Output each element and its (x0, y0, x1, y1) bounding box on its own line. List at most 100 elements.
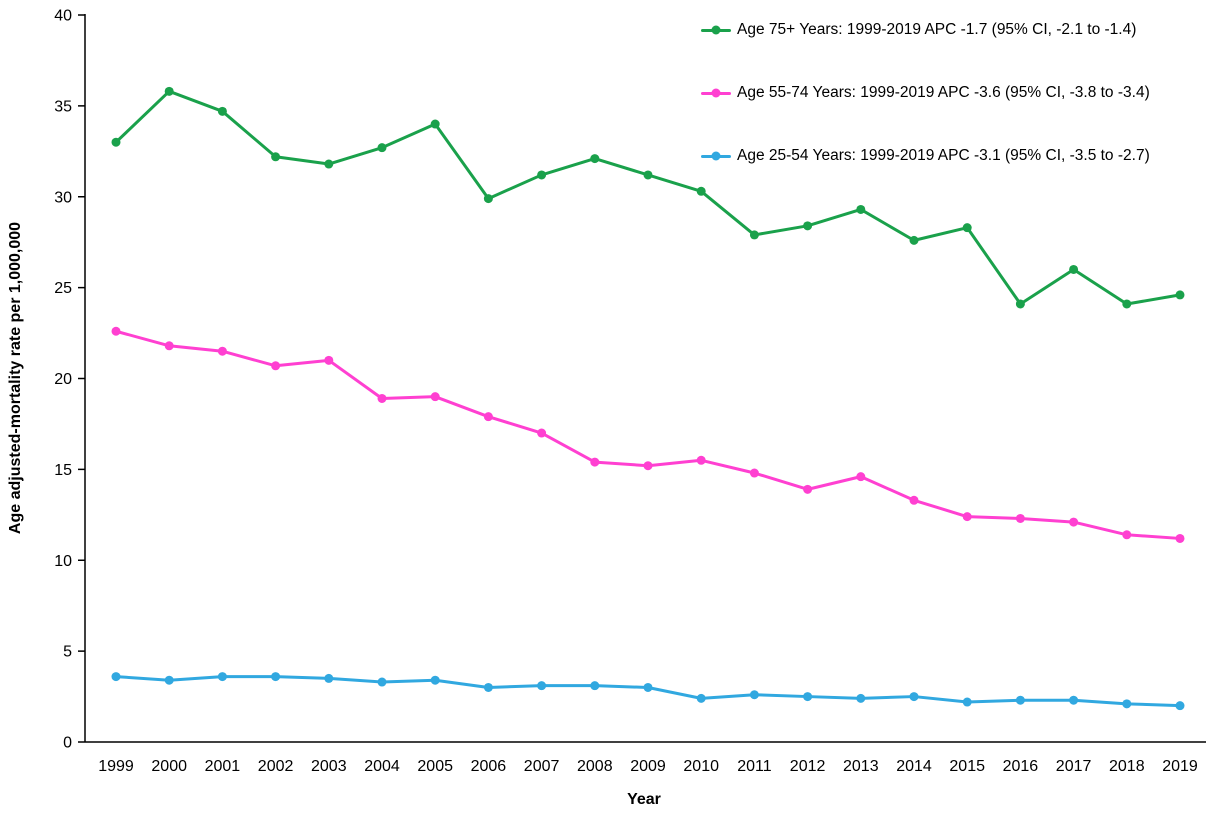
data-point-age-55-74 (271, 361, 281, 371)
x-tick-label: 2000 (151, 758, 187, 775)
x-tick-label: 2004 (364, 758, 400, 775)
legend-label: Age 25-54 Years: 1999-2019 APC -3.1 (95%… (737, 147, 1150, 164)
data-point-age-25-54 (537, 681, 547, 691)
data-point-age-75plus (749, 230, 759, 240)
data-point-age-55-74 (111, 326, 121, 336)
x-tick-label: 2010 (683, 758, 719, 775)
data-point-age-75plus (324, 159, 334, 169)
data-point-age-25-54 (377, 677, 387, 687)
data-point-age-25-54 (696, 693, 706, 703)
data-point-age-55-74 (1122, 530, 1132, 540)
data-point-age-25-54 (1015, 695, 1025, 705)
data-point-age-75plus (271, 152, 281, 162)
x-tick-label: 2009 (630, 758, 666, 775)
data-point-age-75plus (590, 154, 600, 164)
data-point-age-55-74 (856, 472, 866, 482)
data-point-age-55-74 (803, 484, 813, 494)
data-point-age-75plus (1069, 264, 1079, 274)
x-tick-label: 2019 (1162, 758, 1198, 775)
data-point-age-75plus (164, 86, 174, 96)
legend-marker-line (701, 88, 731, 98)
x-tick-label: 2001 (205, 758, 241, 775)
legend-marker-dot (711, 88, 721, 98)
x-tick-label: 2016 (1003, 758, 1039, 775)
data-point-age-55-74 (164, 341, 174, 351)
data-point-age-55-74 (217, 346, 227, 356)
data-point-age-25-54 (962, 697, 972, 707)
data-point-age-75plus (696, 186, 706, 196)
data-point-age-75plus (111, 137, 121, 147)
data-point-age-55-74 (377, 393, 387, 403)
x-tick-label: 2014 (896, 758, 932, 775)
data-point-age-25-54 (217, 672, 227, 682)
data-point-age-75plus (1122, 299, 1132, 309)
y-tick-label: 40 (54, 8, 72, 25)
data-point-age-75plus (430, 119, 440, 129)
data-point-age-75plus (377, 143, 387, 153)
x-tick-label: 1999 (98, 758, 134, 775)
data-point-age-55-74 (324, 355, 334, 365)
data-point-age-55-74 (483, 412, 493, 422)
legend-marker-line (701, 25, 731, 35)
data-point-age-75plus (537, 170, 547, 180)
data-point-age-25-54 (1069, 695, 1079, 705)
x-axis-label: Year (627, 791, 661, 808)
legend-item-age-75plus: Age 75+ Years: 1999-2019 APC -1.7 (95% C… (701, 21, 1150, 39)
y-tick-label: 10 (54, 553, 72, 570)
x-tick-label: 2015 (949, 758, 985, 775)
data-point-age-75plus (1175, 290, 1185, 300)
data-point-age-55-74 (962, 512, 972, 522)
x-tick-label: 2011 (737, 758, 772, 775)
legend-marker-dot (711, 25, 721, 35)
x-tick-label: 2002 (258, 758, 294, 775)
data-point-age-25-54 (590, 681, 600, 691)
data-point-age-55-74 (1015, 513, 1025, 523)
data-point-age-25-54 (271, 672, 281, 682)
data-point-age-25-54 (164, 675, 174, 685)
x-tick-label: 2013 (843, 758, 879, 775)
y-tick-label: 5 (63, 644, 72, 661)
y-axis-label: Age adjusted-mortality rate per 1,000,00… (7, 221, 24, 535)
x-tick-label: 2003 (311, 758, 347, 775)
data-point-age-25-54 (1175, 701, 1185, 711)
x-tick-label: 2012 (790, 758, 826, 775)
data-point-age-25-54 (909, 692, 919, 702)
data-point-age-75plus (643, 170, 653, 180)
y-tick-label: 25 (54, 280, 72, 297)
data-point-age-75plus (217, 106, 227, 116)
data-point-age-25-54 (856, 693, 866, 703)
data-point-age-25-54 (643, 682, 653, 692)
data-point-age-55-74 (749, 468, 759, 478)
y-tick-label: 35 (54, 98, 72, 115)
data-point-age-75plus (483, 194, 493, 204)
data-point-age-55-74 (590, 457, 600, 467)
legend-marker-dot (711, 151, 721, 161)
y-tick-label: 15 (54, 462, 72, 479)
x-tick-label: 2005 (417, 758, 453, 775)
legend-item-age-55-74: Age 55-74 Years: 1999-2019 APC -3.6 (95%… (701, 84, 1150, 102)
legend-label: Age 55-74 Years: 1999-2019 APC -3.6 (95%… (737, 84, 1150, 101)
data-point-age-25-54 (111, 672, 121, 682)
data-point-age-25-54 (749, 690, 759, 700)
y-tick-label: 20 (54, 371, 72, 388)
data-point-age-75plus (803, 221, 813, 231)
legend-label: Age 75+ Years: 1999-2019 APC -1.7 (95% C… (737, 21, 1137, 38)
data-point-age-55-74 (1175, 533, 1185, 543)
legend-item-age-25-54: Age 25-54 Years: 1999-2019 APC -3.1 (95%… (701, 147, 1150, 165)
x-tick-label: 2006 (471, 758, 507, 775)
data-point-age-25-54 (803, 692, 813, 702)
data-point-age-55-74 (696, 455, 706, 465)
x-tick-label: 2008 (577, 758, 613, 775)
data-point-age-25-54 (430, 675, 440, 685)
y-tick-label: 30 (54, 189, 72, 206)
legend-marker-line (701, 151, 731, 161)
data-point-age-55-74 (1069, 517, 1079, 527)
data-point-age-25-54 (1122, 699, 1132, 709)
data-point-age-55-74 (643, 461, 653, 471)
data-point-age-25-54 (483, 682, 493, 692)
data-point-age-75plus (909, 235, 919, 245)
data-point-age-55-74 (537, 428, 547, 438)
data-point-age-75plus (1015, 299, 1025, 309)
